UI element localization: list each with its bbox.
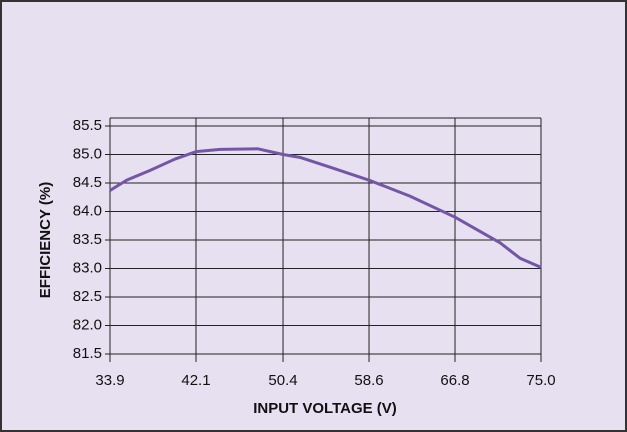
y-tick-label: 83.5 [73, 231, 102, 248]
x-tick-label: 33.9 [95, 372, 124, 389]
y-tick-label: 82.0 [73, 316, 102, 333]
x-tick-label: 50.4 [268, 372, 297, 389]
x-tick-label: 75.0 [526, 372, 555, 389]
y-tick-label: 82.5 [73, 288, 102, 305]
y-tick-label: 84.5 [73, 174, 102, 191]
y-axis-title: EFFICIENCY (%) [37, 182, 54, 298]
x-tick-label: 42.1 [181, 372, 210, 389]
x-axis-title: INPUT VOLTAGE (V) [253, 400, 397, 417]
x-tick-label: 66.8 [440, 372, 469, 389]
y-tick-label: 84.0 [73, 202, 102, 219]
y-tick-label: 85.5 [73, 117, 102, 134]
line [109, 147, 542, 269]
y-tick-label: 85.0 [73, 145, 102, 162]
y-tick-label: 81.5 [73, 345, 102, 362]
x-tick-label: 58.6 [354, 372, 383, 389]
y-tick-label: 83.0 [73, 259, 102, 276]
